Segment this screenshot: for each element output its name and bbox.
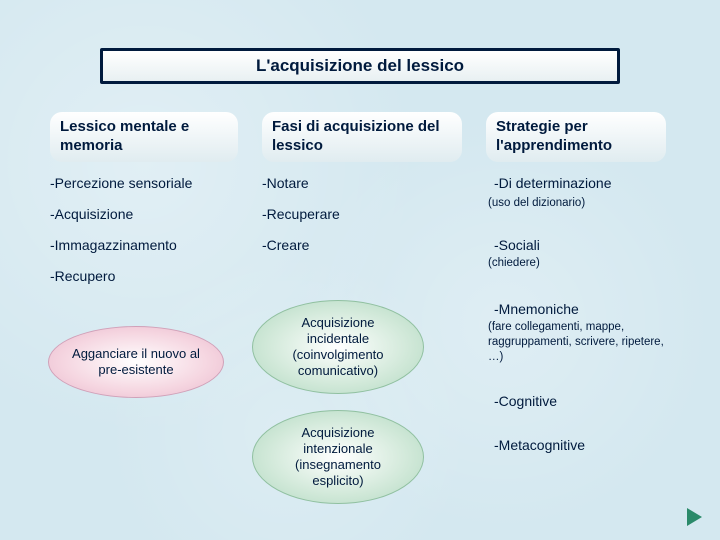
ellipse-green-1: Acquisizione incidentale (coinvolgimento…	[252, 300, 424, 394]
col1-header: Lessico mentale e memoria	[50, 112, 238, 162]
col2-item: -Recuperare	[262, 205, 340, 223]
slide-title-box: L'acquisizione del lessico	[100, 48, 620, 84]
col3-header: Strategie per l'apprendimento	[486, 112, 666, 162]
col2-header: Fasi di acquisizione del lessico	[262, 112, 462, 162]
col3-item: -Sociali	[494, 236, 540, 254]
col3-item: -Cognitive	[494, 392, 557, 410]
col3-item: -Di determinazione	[494, 174, 612, 192]
col3-item: -Mnemoniche	[494, 300, 579, 318]
ellipse-pink: Agganciare il nuovo al pre-esistente	[48, 326, 224, 398]
col3-sub: (chiedere)	[488, 256, 540, 271]
col1-item: -Percezione sensoriale	[50, 174, 192, 192]
slide-title: L'acquisizione del lessico	[256, 56, 464, 76]
next-arrow-icon[interactable]	[687, 508, 702, 526]
col2-item: -Creare	[262, 236, 309, 254]
ellipse-green-2: Acquisizione intenzionale (insegnamento …	[252, 410, 424, 504]
col3-sub: (uso del dizionario)	[488, 196, 585, 211]
col2-item: -Notare	[262, 174, 309, 192]
col1-item: -Acquisizione	[50, 205, 133, 223]
col1-item: -Immagazzinamento	[50, 236, 177, 254]
col3-sub: (fare collegamenti, mappe, raggruppament…	[488, 320, 678, 365]
col3-item: -Metacognitive	[494, 436, 585, 454]
col1-item: -Recupero	[50, 267, 115, 285]
